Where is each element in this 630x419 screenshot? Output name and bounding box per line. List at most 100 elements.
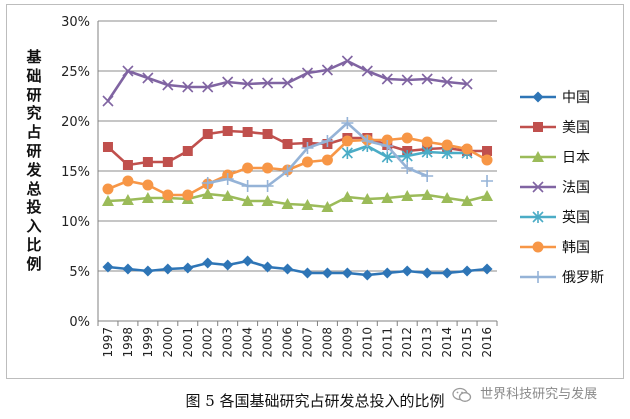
- y-tick-label: 15%: [61, 165, 90, 180]
- chart-frame: [6, 4, 624, 379]
- data-point: [421, 267, 433, 279]
- data-point: [401, 132, 413, 144]
- data-point: [122, 160, 133, 170]
- data-point: [381, 140, 394, 152]
- data-point: [281, 77, 294, 89]
- data-point: [282, 139, 293, 149]
- data-point: [142, 157, 153, 167]
- legend-item-5: 韩国: [520, 240, 590, 256]
- data-point: [321, 135, 334, 147]
- data-point: [281, 165, 294, 177]
- data-point: [361, 193, 374, 204]
- data-point: [102, 183, 114, 195]
- data-point: [242, 78, 254, 90]
- data-point: [202, 81, 214, 93]
- data-point: [301, 199, 314, 210]
- data-point: [381, 267, 393, 279]
- data-point: [441, 267, 453, 279]
- y-tick-label: 25%: [61, 65, 90, 80]
- data-point: [482, 146, 493, 156]
- legend-label: 日本: [562, 150, 590, 166]
- legend-label: 中国: [562, 90, 590, 106]
- data-point: [182, 146, 193, 156]
- data-point: [261, 180, 274, 192]
- data-point: [241, 180, 254, 192]
- watermark-text: 世界科技研究与发展: [480, 387, 598, 402]
- data-point: [341, 135, 353, 147]
- data-point: [202, 257, 214, 269]
- series-line: [106, 59, 468, 102]
- data-point: [321, 267, 333, 279]
- data-point: [381, 192, 394, 203]
- legend-item-1: 美国: [520, 120, 590, 136]
- data-point: [341, 117, 354, 129]
- data-point: [182, 81, 194, 93]
- x-tick-label: 1999: [141, 327, 155, 358]
- data-point: [481, 190, 494, 201]
- x-tick-label: 2009: [340, 327, 354, 358]
- data-point: [441, 139, 453, 151]
- data-point: [421, 136, 433, 148]
- data-point: [341, 267, 353, 279]
- x-tick-label: 2002: [201, 327, 215, 358]
- data-point: [122, 263, 134, 275]
- data-point: [241, 195, 254, 206]
- data-point: [282, 263, 294, 275]
- legend-item-0: 中国: [520, 90, 590, 106]
- x-tick-label: 2012: [400, 327, 414, 358]
- data-point: [102, 142, 113, 152]
- data-point: [481, 263, 493, 275]
- data-point: [461, 195, 474, 206]
- data-point: [461, 143, 473, 155]
- data-point: [201, 177, 214, 189]
- legend-item-4: 英国: [520, 209, 590, 226]
- legend-label: 法国: [562, 180, 590, 196]
- data-point: [182, 262, 194, 274]
- data-point: [262, 129, 273, 139]
- data-point: [301, 142, 314, 154]
- legend-marker: [532, 181, 544, 193]
- y-tick-label: 10%: [61, 215, 90, 230]
- data-point: [301, 156, 313, 168]
- data-point: [262, 162, 274, 174]
- data-point: [381, 73, 393, 85]
- y-tick-label: 0%: [69, 315, 90, 330]
- x-tick-label: 2005: [261, 327, 275, 358]
- legend-item-6: 俄罗斯: [520, 270, 604, 286]
- data-point: [481, 154, 493, 166]
- data-point: [122, 65, 134, 77]
- data-point: [441, 192, 454, 203]
- data-point: [162, 189, 174, 201]
- legend-label: 美国: [562, 120, 590, 136]
- watermark: 世界科技研究与发展: [452, 383, 597, 403]
- legend-marker: [532, 151, 544, 162]
- legend-item-2: 日本: [520, 150, 590, 166]
- data-point: [142, 265, 154, 277]
- data-point: [401, 190, 414, 201]
- series-3: [102, 55, 473, 107]
- series-1: [102, 126, 493, 170]
- x-tick-label: 2006: [281, 327, 295, 358]
- data-point: [221, 190, 234, 201]
- legend-label: 英国: [562, 209, 590, 226]
- x-tick-label: 1997: [101, 327, 115, 358]
- data-point: [102, 261, 114, 273]
- data-point: [361, 269, 373, 281]
- x-tick-label: 2015: [460, 327, 474, 358]
- gridlines: [98, 20, 497, 272]
- data-point: [222, 126, 233, 136]
- data-point: [262, 261, 274, 273]
- data-point: [341, 191, 354, 202]
- x-tick-label: 2004: [241, 327, 255, 358]
- data-point: [162, 79, 174, 91]
- legend-marker: [533, 122, 543, 132]
- x-tick-label: 1998: [121, 327, 135, 358]
- data-point: [401, 150, 413, 162]
- data-point: [321, 201, 334, 212]
- data-point: [182, 189, 194, 201]
- legend-marker: [532, 91, 544, 103]
- x-tick-label: 2010: [360, 327, 374, 358]
- x-tick-label: 2007: [300, 327, 314, 358]
- data-point: [162, 263, 174, 275]
